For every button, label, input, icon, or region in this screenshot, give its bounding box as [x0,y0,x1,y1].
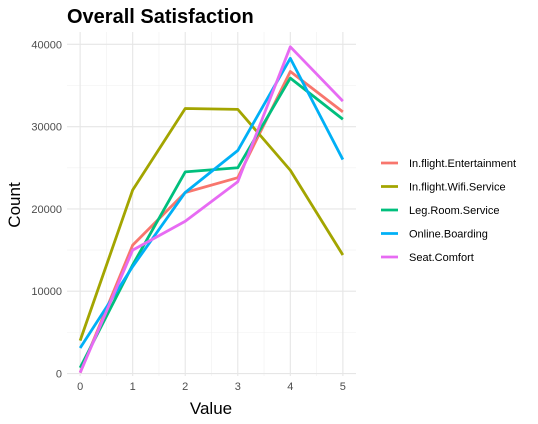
x-tick-label: 4 [287,381,293,393]
y-axis-label: Count [5,182,24,228]
legend-label: Leg.Room.Service [409,205,500,217]
x-tick-label: 2 [182,381,188,393]
legend-label: In.flight.Wifi.Service [409,182,506,194]
y-tick-label: 20000 [31,204,62,216]
series-line [78,45,344,374]
y-tick-label: 30000 [31,122,62,134]
y-axis-ticks: 0 10000 20000 30000 40000 [31,39,62,380]
legend-label: Seat.Comfort [409,252,474,264]
x-tick-label: 0 [77,381,83,393]
x-tick-label: 1 [130,381,136,393]
x-tick-label: 3 [235,381,241,393]
legend: In.flight.Entertainment In.flight.Wifi.Se… [381,158,516,264]
x-axis-label: Value [190,399,232,418]
y-tick-label: 40000 [31,39,62,51]
legend-label: Online.Boarding [409,229,488,241]
series-line [78,107,345,342]
legend-label: In.flight.Entertainment [409,158,516,170]
x-tick-label: 5 [340,381,346,393]
series-lines [78,45,345,374]
y-tick-label: 10000 [31,286,62,298]
chart-title: Overall Satisfaction [67,6,254,28]
x-axis-ticks: 0 1 2 3 4 5 [77,381,346,393]
y-tick-label: 0 [56,369,62,381]
series-line [78,56,345,349]
